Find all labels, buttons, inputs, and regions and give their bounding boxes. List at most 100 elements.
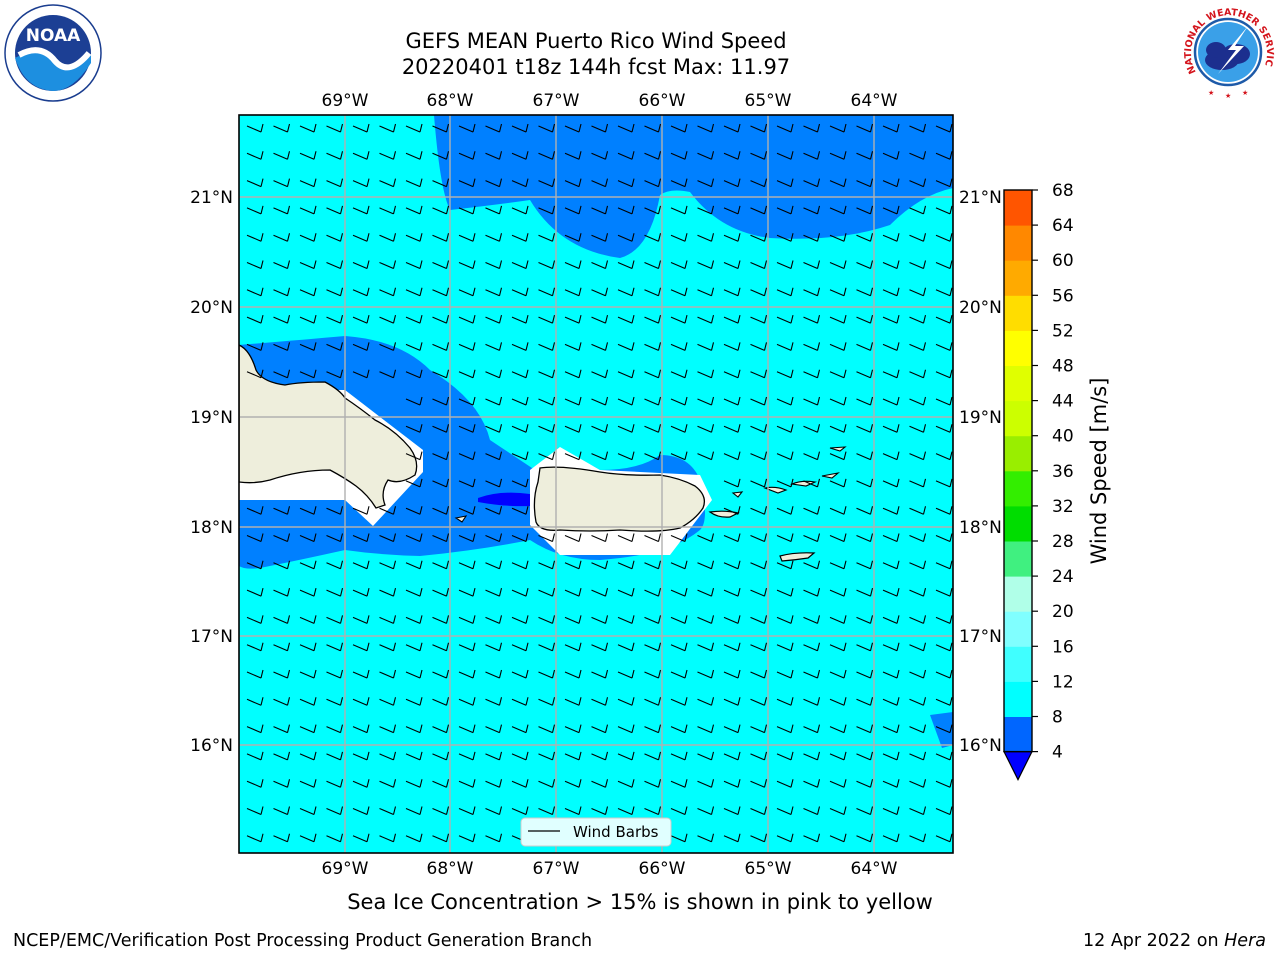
wind-barb <box>326 123 344 133</box>
wind-barb <box>352 779 370 788</box>
wind-barb <box>776 205 794 215</box>
wind-barb <box>697 533 715 543</box>
wind-barb <box>697 615 715 624</box>
wind-barb <box>591 314 609 324</box>
wind-barb <box>379 833 397 843</box>
wind-barb <box>538 697 556 706</box>
wind-barb <box>405 779 423 788</box>
wind-barb <box>644 533 662 543</box>
wind-barb <box>803 615 821 624</box>
wind-barb <box>591 751 609 761</box>
wind-barb <box>405 451 423 461</box>
wind-barb <box>750 560 768 570</box>
wind-barb <box>273 233 291 242</box>
wind-barb <box>829 478 847 488</box>
wind-barb <box>591 615 609 624</box>
wind-barb <box>670 151 688 160</box>
wind-barb <box>776 506 794 515</box>
wind-barb <box>299 833 317 843</box>
wind-barb <box>617 451 635 461</box>
wind-barb <box>829 560 847 570</box>
wind-barb <box>458 806 476 816</box>
wind-barb <box>511 369 529 379</box>
wind-barb <box>564 587 582 597</box>
wind-barb <box>591 205 609 215</box>
land-st-croix <box>779 552 816 562</box>
wind-barb <box>591 260 609 270</box>
wind-barb <box>352 697 370 706</box>
wind-barb <box>856 342 874 351</box>
wind-barb <box>299 205 317 215</box>
lon-label-top: 67°W <box>533 91 580 111</box>
wind-barb <box>538 751 556 761</box>
wind-barb <box>723 697 741 706</box>
wind-barb <box>803 287 821 297</box>
wind-barb <box>750 642 768 652</box>
lon-label-bottom: 69°W <box>322 859 369 879</box>
wind-barb <box>697 642 715 652</box>
wind-barb <box>670 587 688 597</box>
wind-barb <box>591 178 609 188</box>
wind-barb <box>246 806 264 816</box>
wind-barb <box>458 560 476 570</box>
wind-barb <box>538 669 556 679</box>
wind-barb <box>697 697 715 706</box>
wind-barb <box>405 697 423 706</box>
wind-barb <box>882 342 900 351</box>
colorbar-segment <box>1004 611 1032 647</box>
wind-barb <box>670 560 688 570</box>
wind-barb <box>882 724 900 734</box>
wind-barb <box>856 260 874 270</box>
wind-barb <box>458 424 476 433</box>
wind-barb <box>458 369 476 379</box>
wind-barb <box>829 587 847 597</box>
wind-barb <box>379 560 397 570</box>
wind-barb <box>405 478 423 488</box>
wind-barb <box>644 233 662 242</box>
wind-barb <box>538 342 556 351</box>
wind-barb <box>299 587 317 597</box>
lat-label-left: 17°N <box>190 627 233 647</box>
wind-barb <box>458 123 476 133</box>
wind-barb <box>617 587 635 597</box>
wind-barb <box>273 833 291 843</box>
wind-barb <box>935 123 953 133</box>
wind-barb <box>909 560 927 570</box>
wind-barb <box>617 396 635 406</box>
wind-barb <box>882 642 900 652</box>
wind-barb <box>458 205 476 215</box>
lat-label-right: 18°N <box>959 518 1002 538</box>
wind-barb <box>432 669 450 679</box>
wind-barb <box>564 451 582 461</box>
wind-barb <box>750 451 768 461</box>
wind-contour-north <box>434 115 953 258</box>
wind-barb <box>591 697 609 706</box>
wind-barb <box>909 342 927 351</box>
lon-label-bottom: 65°W <box>745 859 792 879</box>
wind-barb <box>750 260 768 270</box>
colorbar-tick-label: 64 <box>1052 216 1074 236</box>
wind-barb <box>405 151 423 160</box>
wind-barb <box>511 178 529 188</box>
wind-barb <box>670 123 688 133</box>
wind-barb <box>352 342 370 351</box>
wind-barb <box>617 697 635 706</box>
wind-barb <box>273 560 291 570</box>
wind-barb <box>379 205 397 215</box>
wind-barb <box>803 533 821 543</box>
wind-barb <box>829 205 847 215</box>
wind-barb <box>352 314 370 324</box>
wind-barb <box>829 642 847 652</box>
wind-barb <box>723 833 741 843</box>
wind-barb <box>564 697 582 706</box>
wind-barb <box>273 587 291 597</box>
wind-barb <box>856 697 874 706</box>
wind-barb <box>829 533 847 543</box>
wind-barb <box>935 560 953 570</box>
wind-barb <box>935 424 953 433</box>
wind-barb <box>750 424 768 433</box>
wind-barb <box>352 369 370 379</box>
wind-barb <box>697 123 715 133</box>
wind-barb <box>246 151 264 160</box>
wind-barb <box>405 560 423 570</box>
